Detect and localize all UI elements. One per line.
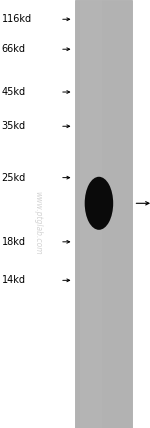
Ellipse shape — [85, 177, 113, 230]
Text: 18kd: 18kd — [2, 237, 26, 247]
Text: 25kd: 25kd — [2, 172, 26, 183]
Text: 35kd: 35kd — [2, 121, 26, 131]
Bar — [80, 0, 102, 428]
Text: www.ptglab.com: www.ptglab.com — [33, 191, 42, 254]
Text: 14kd: 14kd — [2, 275, 26, 285]
Text: 116kd: 116kd — [2, 14, 32, 24]
Text: 45kd: 45kd — [2, 87, 26, 97]
Bar — [75, 0, 132, 428]
Text: 66kd: 66kd — [2, 44, 26, 54]
